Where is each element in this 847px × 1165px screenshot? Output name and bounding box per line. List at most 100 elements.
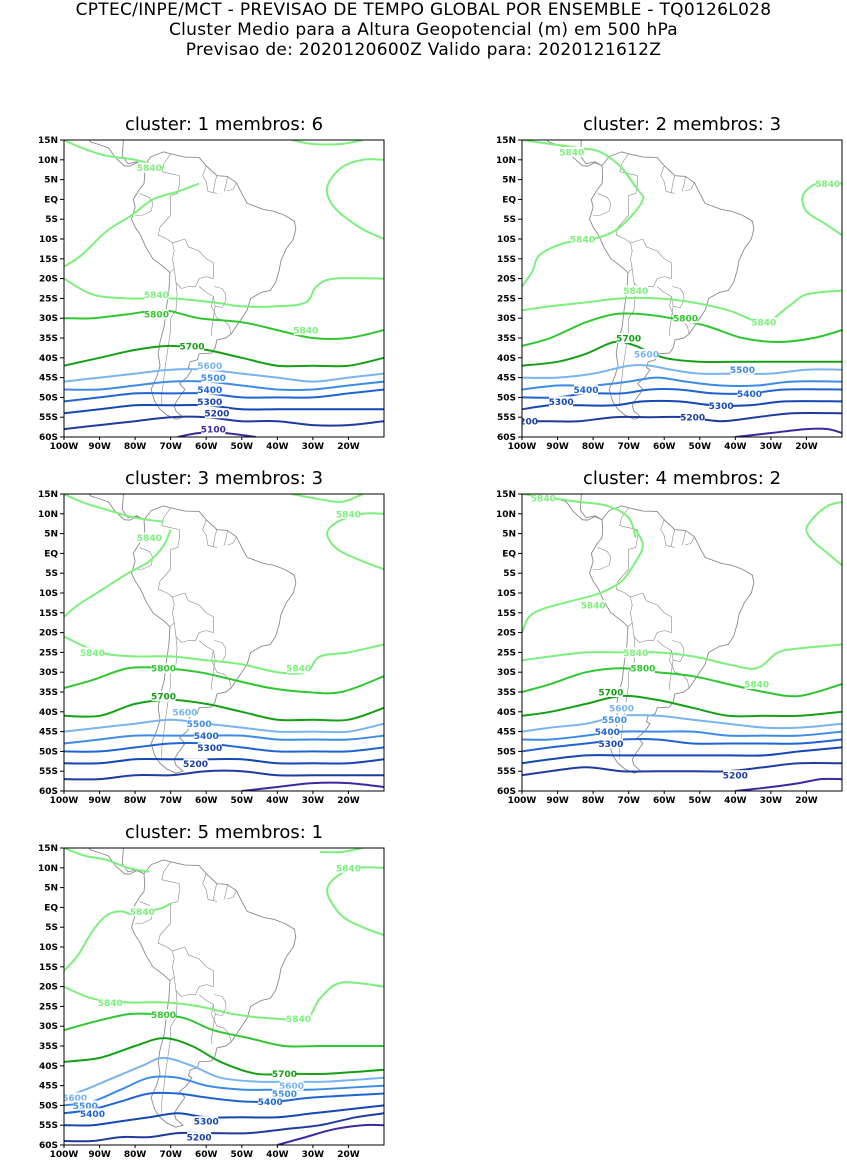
contour-5100	[735, 427, 842, 437]
lon-tick-label: 80W	[582, 796, 605, 806]
lat-tick-label: 10N	[496, 510, 516, 520]
lat-tick-label: EQ	[502, 549, 516, 559]
contour-5840	[64, 635, 384, 675]
contour-label-bg	[272, 1068, 297, 1079]
lat-tick-label: 15N	[496, 490, 516, 500]
lon-tick-label: 20W	[337, 796, 360, 806]
country-border	[161, 990, 178, 1114]
lat-tick-label: 60S	[39, 1141, 58, 1151]
lat-tick-label: 5S	[45, 569, 58, 579]
lon-tick-label: 100W	[50, 796, 79, 806]
chart-cluster-5: cluster: 5 membros: 1 5840 5840 5840 5840 580…	[38, 822, 385, 1160]
header-line-3: Previsao de: 2020120600Z Valido para: 20…	[185, 40, 662, 60]
contour-label: 5200	[183, 760, 208, 770]
lat-tick-label: 50S	[497, 747, 516, 757]
contour-5840	[326, 512, 384, 571]
lat-tick-label: 5S	[503, 215, 516, 225]
contour-label-bg	[602, 714, 627, 725]
contour-label: 5840	[531, 494, 556, 504]
figure-header: CPTEC/INPE/MCT - PREVISAO DE TEMPO GLOBA…	[0, 0, 847, 60]
lat-tick-label: 10S	[39, 943, 58, 953]
contour-label-bg	[197, 384, 222, 395]
contour-label: 5200	[204, 410, 229, 420]
contour-label: 5840	[286, 665, 311, 675]
plot-frame	[521, 493, 843, 792]
lon-tick-label: 20W	[337, 442, 360, 452]
country-border	[213, 883, 218, 901]
panel-cluster-5: cluster: 5 membros: 1 5840 5840 5840 5840 580…	[20, 820, 390, 1165]
contour-5400	[522, 738, 842, 753]
contour-label-bg	[194, 730, 219, 741]
lat-tick-label: 10S	[497, 235, 516, 245]
lat-tick-label: 5S	[503, 569, 516, 579]
lon-tick-label: 60W	[195, 1150, 218, 1160]
lat-tick-label: 15S	[497, 255, 516, 265]
lat-tick-label: EQ	[502, 195, 516, 205]
lat-tick-label: 15S	[39, 963, 58, 973]
contour-label-bg	[98, 997, 123, 1008]
lat-tick-label: 20S	[39, 275, 58, 285]
country-border	[223, 884, 228, 900]
coastline	[589, 151, 755, 420]
lat-tick-label: 60S	[39, 787, 58, 797]
contour-label: 5700	[616, 335, 641, 345]
country-border	[202, 519, 217, 548]
panel-cluster-2: cluster: 2 membros: 3 5840 5840 5840 5840 584…	[478, 112, 847, 457]
contour-label: 5840	[336, 510, 361, 520]
country-border	[223, 530, 228, 546]
lon-tick-label: 40W	[724, 442, 747, 452]
contour-5800	[64, 666, 384, 695]
country-border	[630, 238, 672, 279]
lat-tick-label: 15N	[38, 136, 58, 146]
lon-tick-label: 90W	[546, 442, 569, 452]
contour-label: 5600	[197, 362, 222, 372]
lat-tick-label: EQ	[44, 549, 58, 559]
contour-5700	[522, 340, 842, 367]
contour-label: 5840	[293, 327, 318, 337]
contour-label: 5840	[744, 681, 769, 691]
lon-tick-label: 20W	[795, 796, 818, 806]
country-border	[630, 592, 672, 633]
contour-label: 5500	[730, 366, 755, 376]
contour-label: 5300	[549, 398, 574, 408]
coastline	[131, 151, 297, 420]
lat-tick-label: EQ	[44, 903, 58, 913]
plot-area: 5840584058405840580057005600560055005500…	[64, 848, 384, 1145]
contour-5500	[522, 730, 842, 741]
contour-label: 5800	[630, 665, 655, 675]
contour-label: 5700	[151, 692, 176, 702]
lat-tick-label: 35S	[39, 688, 58, 698]
contour-label: 5200	[723, 772, 748, 782]
lat-tick-label: 20S	[39, 983, 58, 993]
contour-label: 5840	[581, 601, 606, 611]
contour-5840	[325, 158, 384, 240]
contour-label-bg	[630, 663, 655, 674]
contour-label: 5840	[137, 534, 162, 544]
lon-tick-label: 90W	[546, 796, 569, 806]
country-border	[593, 547, 612, 570]
header-line-1: CPTEC/INPE/MCT - PREVISAO DE TEMPO GLOBA…	[75, 0, 772, 20]
contour-label-bg	[616, 333, 641, 343]
country-border	[198, 994, 227, 1016]
contour-5840	[64, 140, 164, 169]
contour-label: 5840	[623, 287, 648, 297]
country-border	[157, 569, 175, 627]
lon-tick-label: 80W	[124, 1150, 147, 1160]
contour-label-bg	[815, 178, 840, 189]
country-border	[172, 238, 214, 279]
contour-5700	[522, 694, 842, 718]
country-border	[631, 268, 672, 289]
lat-tick-label: 10S	[39, 589, 58, 599]
lat-tick-label: 10N	[38, 156, 58, 166]
contour-label-bg	[598, 738, 623, 749]
contour-label: 5600	[609, 704, 634, 714]
lat-tick-label: 35S	[497, 334, 516, 344]
contour-5840	[64, 902, 172, 972]
plot-area: 5840 5840 5840 5800 5700 5600 5500 5400 5300 5200…	[64, 140, 384, 437]
contour-label-bg	[151, 1009, 176, 1020]
country-border	[161, 507, 180, 570]
contour-label: 5600	[279, 1082, 304, 1092]
coastline	[88, 848, 145, 875]
contour-5100	[241, 781, 384, 791]
contour-label: 5200	[680, 414, 705, 424]
